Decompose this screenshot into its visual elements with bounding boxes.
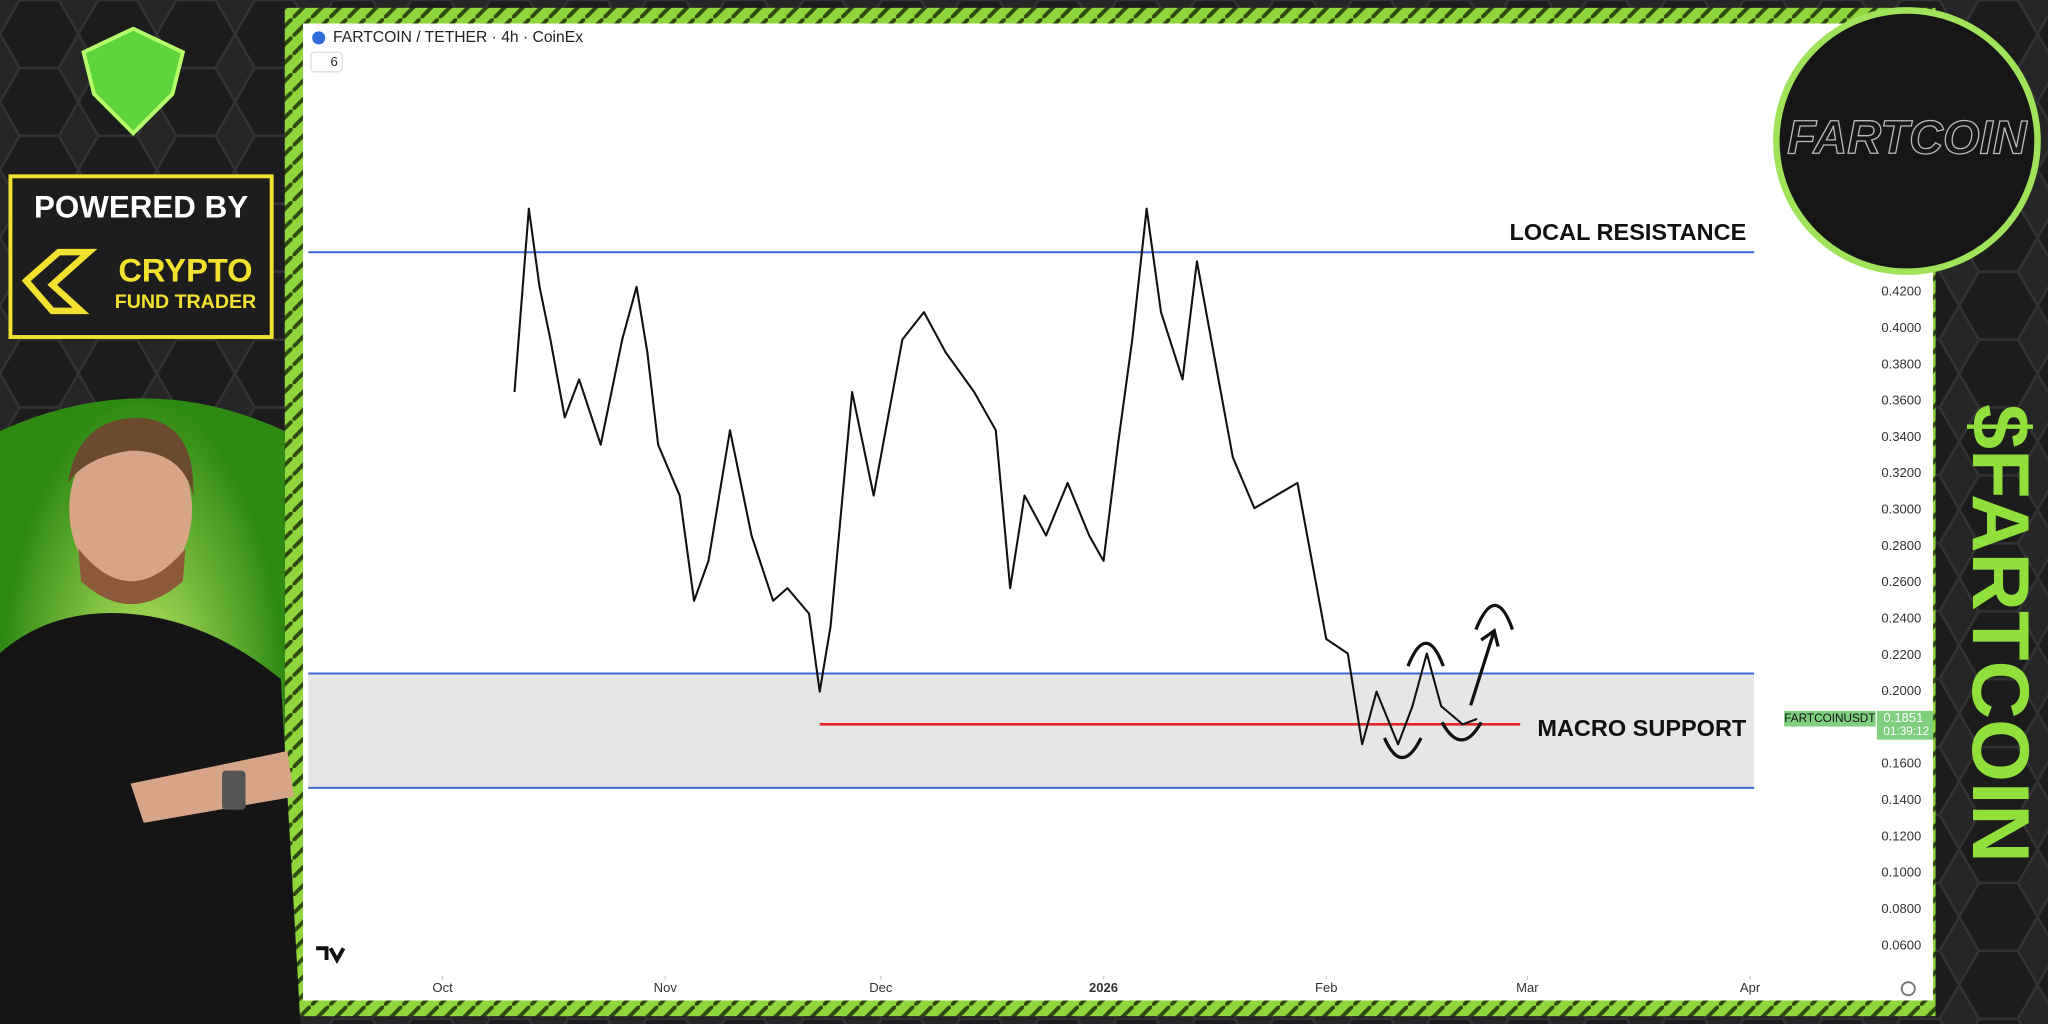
- y-tick-label: 0.1200: [1881, 828, 1921, 843]
- zone-label: MACRO SUPPORT: [1537, 715, 1747, 741]
- y-tick-label: 0.1400: [1881, 792, 1921, 807]
- brand-icon: [21, 248, 98, 315]
- y-tick-label: 0.3200: [1881, 465, 1921, 480]
- chart-title: FARTCOIN / TETHER · 4h · CoinEx: [333, 29, 583, 46]
- brand-line2: FUND TRADER: [115, 291, 256, 313]
- price-tag-label: 0.1851: [1883, 710, 1923, 725]
- y-tick-label: 0.0800: [1881, 901, 1921, 916]
- powered-by: POWERED BY: [34, 189, 248, 224]
- x-tick-label: Oct: [432, 980, 453, 995]
- indicator-toggle[interactable]: [310, 51, 343, 73]
- y-tick-label: 0.1600: [1881, 756, 1921, 771]
- x-tick-label: Apr: [1740, 980, 1761, 995]
- y-tick-label: 0.2600: [1881, 574, 1921, 589]
- symbol-icon: [312, 31, 326, 45]
- badge-text: FARTCOIN: [1787, 110, 2027, 163]
- y-tick-label: 0.2200: [1881, 647, 1921, 662]
- x-tick-label: Dec: [869, 980, 893, 995]
- x-tick-label: Mar: [1516, 980, 1539, 995]
- y-tick-label: 0.3000: [1881, 502, 1921, 517]
- settings-icon[interactable]: [1900, 981, 1916, 997]
- y-tick-label: 0.2800: [1881, 538, 1921, 553]
- symbol-tag: [1784, 710, 1876, 727]
- price-tag: [1876, 710, 1934, 740]
- logo: [81, 26, 186, 136]
- presenter: [0, 417, 301, 1024]
- y-tick-label: 0.1000: [1881, 865, 1921, 880]
- brand-line1: CRYPTO: [118, 252, 252, 289]
- tv-logo: [316, 946, 346, 965]
- chart-area: [303, 23, 1934, 1001]
- y-tick-label: 0.4200: [1881, 284, 1921, 299]
- indicator-count: 6: [330, 54, 337, 69]
- y-tick-label: 0.2400: [1881, 610, 1921, 625]
- y-tick-label: 0.3400: [1881, 429, 1921, 444]
- x-tick-label: 2026: [1089, 980, 1118, 995]
- y-tick-label: 0.4000: [1881, 320, 1921, 335]
- price-line: [513, 207, 1478, 746]
- badge: [1773, 7, 2041, 275]
- countdown: 01:39:12: [1883, 725, 1929, 738]
- x-tick-label: Nov: [654, 980, 678, 995]
- y-tick-label: 0.3600: [1881, 393, 1921, 408]
- resistance-label: LOCAL RESISTANCE: [1510, 219, 1747, 245]
- pattern-drawing: [1382, 603, 1515, 759]
- support-zone: [308, 673, 1755, 788]
- y-tick-label: 0.2000: [1881, 683, 1921, 698]
- x-tick-label: Feb: [1315, 980, 1337, 995]
- y-tick-label: 0.0600: [1881, 937, 1921, 952]
- ticker: $FARTCOIN: [1955, 404, 2045, 863]
- symbol-tag-label: FARTCOINUSDT: [1784, 712, 1875, 725]
- y-tick-label: 0.3800: [1881, 356, 1921, 371]
